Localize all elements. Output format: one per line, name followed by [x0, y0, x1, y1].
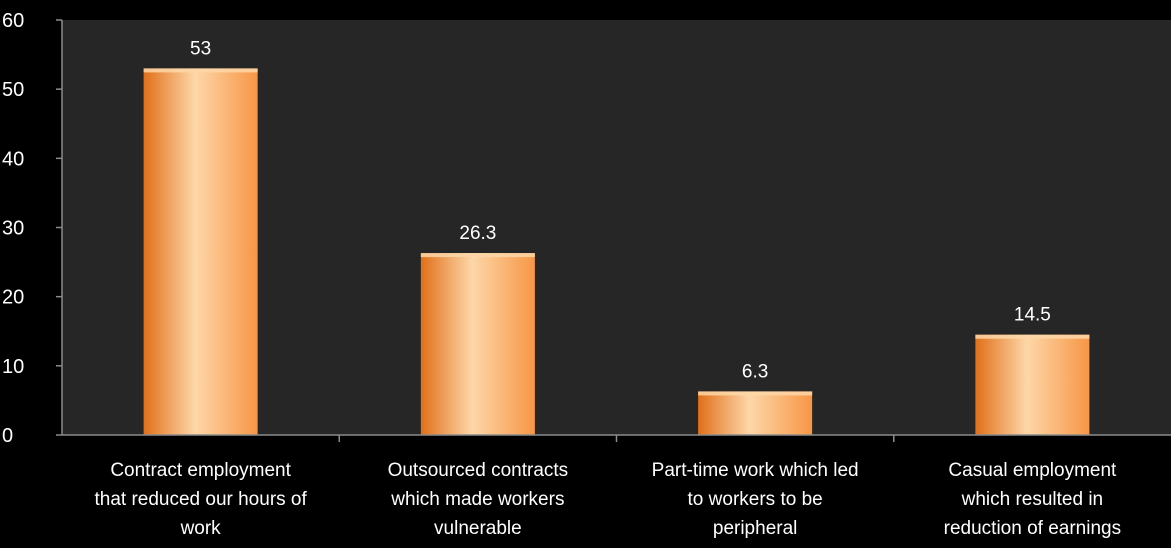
bar-value-label: 26.3 [459, 223, 496, 244]
data-labels: 53 26.3 6.3 14.5 [190, 38, 1051, 382]
y-tick-label: 20 [2, 287, 24, 309]
y-tick-label: 60 [2, 10, 24, 32]
y-tick-label: 50 [2, 79, 24, 101]
bar [143, 68, 258, 436]
bars [143, 68, 1090, 436]
y-tick-label: 0 [2, 425, 13, 447]
x-category-label: Outsourced contracts which made workers vu… [388, 460, 569, 539]
bar [420, 253, 535, 435]
bar-value-label: 14.5 [1014, 305, 1051, 326]
bar-top-highlight [143, 68, 258, 73]
x-category-label: Contract employment that reduced our hour… [94, 460, 307, 539]
x-category-label: Part-time work which led to workers to be… [652, 460, 859, 539]
bar-top-highlight [975, 334, 1090, 339]
y-axis-ticks: 0 10 20 30 40 50 60 [2, 10, 62, 447]
bar-value-label: 6.3 [742, 361, 768, 382]
y-tick-label: 10 [2, 356, 24, 378]
bar-top-highlight [698, 391, 813, 396]
bar [698, 391, 813, 435]
y-tick-label: 30 [2, 218, 24, 240]
bar [975, 334, 1090, 435]
bar-value-label: 53 [190, 38, 211, 59]
y-tick-label: 40 [2, 148, 24, 170]
x-category-label: Casual employment which resulted in reduct… [944, 460, 1121, 539]
x-axis-categories: Contract employment that reduced our hour… [94, 435, 1121, 539]
bar-top-highlight [420, 253, 535, 258]
